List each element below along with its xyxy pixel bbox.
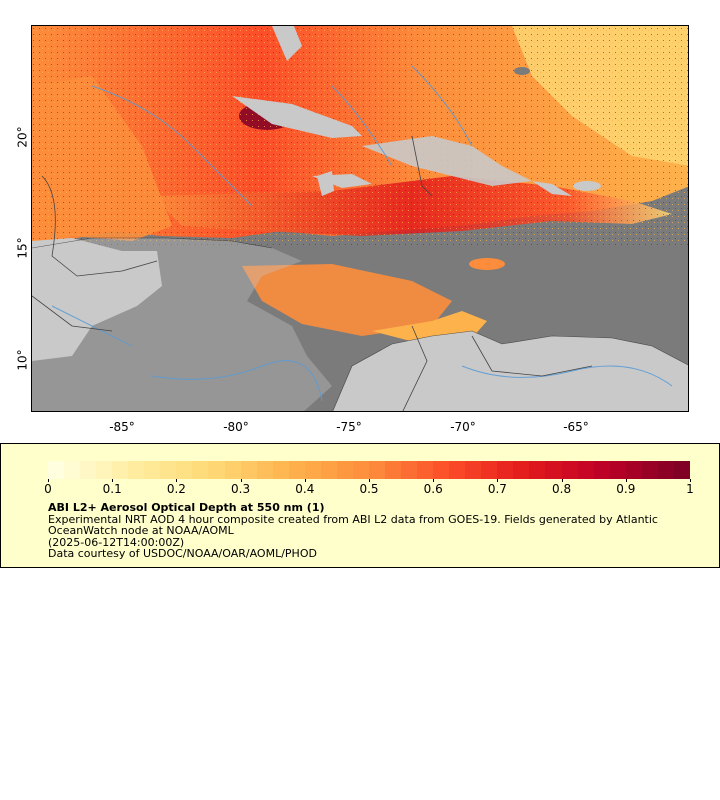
colorbar-swatch xyxy=(64,461,81,479)
colorbar-swatch xyxy=(497,461,514,479)
colorbar-tick-mark xyxy=(497,479,499,482)
colorbar-swatch xyxy=(433,461,450,479)
colorbar-swatch xyxy=(481,461,498,479)
map-canvas xyxy=(32,26,688,411)
colorbar-tick-label: 0.1 xyxy=(102,482,122,496)
colorbar-swatch xyxy=(625,461,642,479)
colorbar-swatch xyxy=(384,461,402,479)
colorbar-swatch xyxy=(112,461,129,479)
colorbar-tick-mark xyxy=(176,479,178,482)
colorbar-tick-label: 0.4 xyxy=(295,482,315,496)
legend-description: Experimental NRT AOD 4 hour composite cr… xyxy=(48,512,658,537)
colorbar-swatch xyxy=(288,461,305,479)
y-tick-label: 10° xyxy=(15,349,30,371)
colorbar-tick-mark xyxy=(240,479,242,482)
colorbar-tick-mark xyxy=(625,479,627,482)
colorbar-swatch xyxy=(513,461,530,479)
x-tick-label: -70° xyxy=(450,420,476,434)
land-gray-florida-cuba xyxy=(232,26,372,188)
colorbar-swatch xyxy=(417,461,434,479)
colorbar-swatch xyxy=(320,461,337,479)
x-tick-label: -75° xyxy=(336,420,362,434)
colorbar xyxy=(48,461,690,479)
colorbar-swatch xyxy=(336,461,353,479)
colorbar-swatch xyxy=(96,461,113,479)
colorbar-swatch xyxy=(304,461,321,479)
colorbar-swatch xyxy=(593,461,610,479)
colorbar-swatch xyxy=(609,461,626,479)
colorbar-swatch xyxy=(368,461,385,479)
colorbar-tick-label: 0 xyxy=(44,482,52,496)
colorbar-swatch xyxy=(577,461,594,479)
x-tick-label: -85° xyxy=(109,420,135,434)
colorbar-swatch xyxy=(465,461,482,479)
colorbar-tick-label: 0.7 xyxy=(487,482,507,496)
colorbar-swatch xyxy=(545,461,562,479)
colorbar-swatch xyxy=(240,461,257,479)
colorbar-tick-label: 1 xyxy=(686,482,694,496)
colorbar-swatch xyxy=(128,461,145,479)
y-tick-label: 20° xyxy=(15,126,30,148)
land-gray-island-2 xyxy=(514,67,530,75)
aerosol-patch-caribbean xyxy=(242,264,452,336)
colorbar-swatch xyxy=(80,461,97,479)
land-gray-island xyxy=(573,181,601,191)
coastlines xyxy=(32,237,688,411)
colorbar-tick-label: 0.3 xyxy=(231,482,251,496)
colorbar-tick-label: 0.5 xyxy=(359,482,379,496)
legend-credit: Data courtesy of USDOC/NOAA/OAR/AOML/PHO… xyxy=(48,547,317,560)
colorbar-swatch xyxy=(561,461,578,479)
x-tick-label: -80° xyxy=(223,420,249,434)
colorbar-swatch xyxy=(449,461,466,479)
colorbar-tick-label: 0.8 xyxy=(552,482,572,496)
y-tick-label: 15° xyxy=(15,237,30,259)
colorbar-tick-mark xyxy=(369,479,370,482)
colorbar-tick-mark xyxy=(48,479,49,482)
colorbar-swatch xyxy=(401,461,418,479)
colorbar-swatch xyxy=(192,461,209,479)
colorbar-swatch xyxy=(352,461,369,479)
colorbar-swatch xyxy=(48,461,65,479)
colorbar-tick-mark xyxy=(561,479,563,482)
aerosol-patch-small xyxy=(469,258,505,270)
colorbar-tick-label: 0.9 xyxy=(616,482,636,496)
colorbar-swatch xyxy=(673,461,690,479)
colorbar-swatch xyxy=(208,461,225,479)
colorbar-swatch xyxy=(160,461,177,479)
land-gray-south-america xyxy=(332,331,688,411)
legend-timestamp: (2025-06-12T14:00:00Z) xyxy=(48,535,185,549)
colorbar-swatch xyxy=(272,461,289,479)
legend-text: ABI L2+ Aerosol Optical Depth at 550 nm … xyxy=(48,502,688,560)
colorbar-swatch xyxy=(144,461,161,479)
colorbar-swatch xyxy=(657,461,674,479)
borders xyxy=(32,135,593,411)
legend-title: ABI L2+ Aerosol Optical Depth at 550 nm … xyxy=(48,501,325,514)
colorbar-tick-mark xyxy=(112,479,114,482)
colorbar-tick-mark xyxy=(690,479,691,482)
colorbar-swatch xyxy=(256,461,273,479)
rivers xyxy=(51,65,673,402)
x-tick-label: -65° xyxy=(563,420,589,434)
land-gray-hispaniola xyxy=(362,136,532,186)
colorbar-swatch xyxy=(224,461,241,479)
colorbar-tick-label: 0.6 xyxy=(423,482,443,496)
colorbar-tick-label: 0.2 xyxy=(166,482,186,496)
legend: 0 0.1 0.2 0.3 0.4 0.5 0.6 0.7 0.8 0.9 1 ABI L2+ Ae… xyxy=(0,443,720,568)
colorbar-swatch xyxy=(529,461,546,479)
colorbar-swatch xyxy=(176,461,193,479)
colorbar-tick-mark xyxy=(433,479,435,482)
aod-map xyxy=(31,25,689,412)
colorbar-swatch xyxy=(641,461,658,479)
colorbar-tick-mark xyxy=(304,479,306,482)
